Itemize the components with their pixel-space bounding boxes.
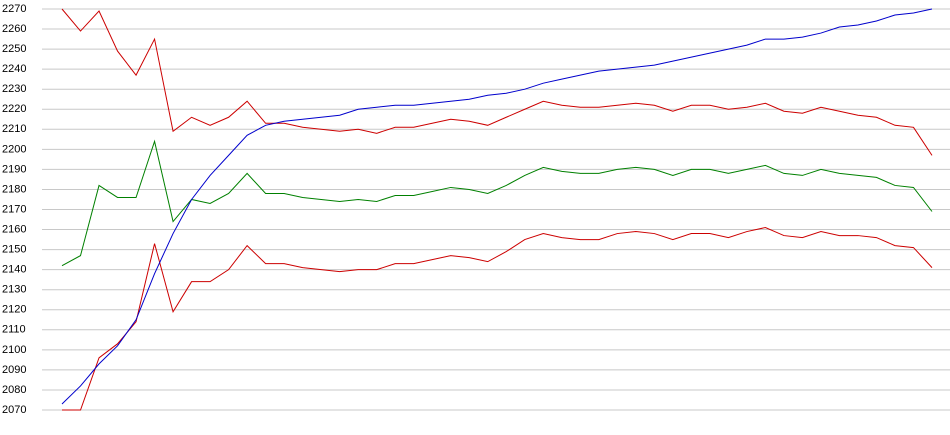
y-tick-label: 2090 (2, 364, 26, 376)
y-tick-label: 2260 (2, 23, 26, 35)
y-tick-label: 2190 (2, 163, 26, 175)
y-tick-label: 2070 (2, 404, 26, 416)
plot (61, 8, 933, 411)
y-tick-label: 2250 (2, 43, 26, 55)
y-tick-label: 2270 (2, 3, 26, 15)
y-tick-label: 2210 (2, 123, 26, 135)
y-tick-label: 2230 (2, 83, 26, 95)
y-tick-label: 2130 (2, 284, 26, 296)
y-tick-label: 2140 (2, 264, 26, 276)
y-tick-label: 2150 (2, 244, 26, 256)
series-line (61, 8, 933, 156)
y-tick-label: 2160 (2, 223, 26, 235)
series-line (61, 8, 933, 405)
y-tick-label: 2100 (2, 344, 26, 356)
y-tick-label: 2080 (2, 384, 26, 396)
y-tick-label: 2200 (2, 143, 26, 155)
y-tick-label: 2240 (2, 63, 26, 75)
grid: 2070 2080 2090 2100 2110 2120 2130 2140 2150 2160… (2, 3, 950, 416)
y-tick-label: 2110 (2, 324, 26, 336)
series-line (62, 227, 933, 411)
y-tick-label: 2170 (2, 203, 26, 215)
y-tick-label: 2120 (2, 304, 26, 316)
series-line (61, 139, 933, 267)
y-tick-label: 2180 (2, 183, 26, 195)
y-tick-label: 2220 (2, 103, 26, 115)
